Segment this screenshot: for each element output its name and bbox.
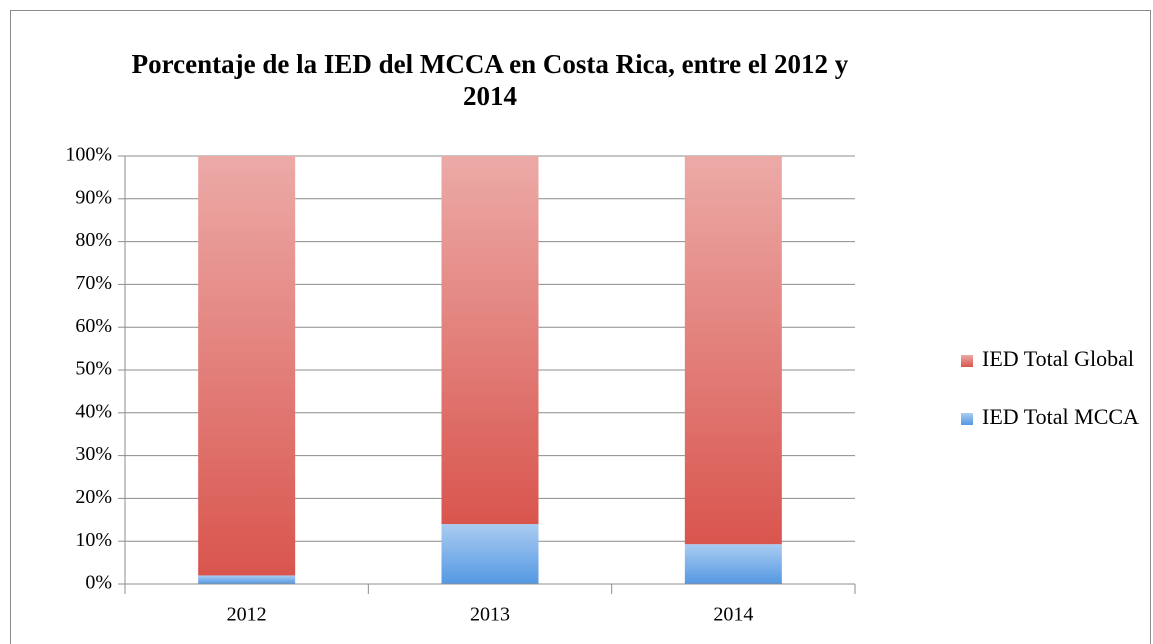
legend-marker <box>961 413 973 425</box>
bar-segment <box>684 544 782 584</box>
y-tick-label: 20% <box>75 486 112 508</box>
y-tick-label: 100% <box>65 144 112 166</box>
legend-label: IED Total Global <box>982 346 1134 371</box>
y-tick-label: 80% <box>75 229 112 251</box>
y-tick-label: 70% <box>75 272 112 294</box>
chart-title: Porcentaje de la IED del MCCA en Costa R… <box>131 49 849 111</box>
y-tick-label: 10% <box>75 529 112 551</box>
legend-marker <box>961 355 973 367</box>
x-tick-label: 2014 <box>713 604 753 626</box>
x-tick-label: 2012 <box>227 604 267 626</box>
y-tick-label: 30% <box>75 443 112 465</box>
x-tick-label: 2013 <box>470 604 510 626</box>
y-tick-label: 0% <box>85 572 112 594</box>
legend-label: IED Total MCCA <box>982 404 1139 429</box>
y-tick-label: 90% <box>75 186 112 208</box>
bar-segment <box>441 156 539 525</box>
bar-segment <box>441 524 539 584</box>
y-tick-label: 60% <box>75 315 112 337</box>
y-tick-label: 50% <box>75 358 112 380</box>
bar-segment <box>684 156 782 545</box>
bar-segment <box>198 156 296 576</box>
y-tick-label: 40% <box>75 400 112 422</box>
chart-border <box>10 10 1151 644</box>
bar-segment <box>198 575 296 584</box>
